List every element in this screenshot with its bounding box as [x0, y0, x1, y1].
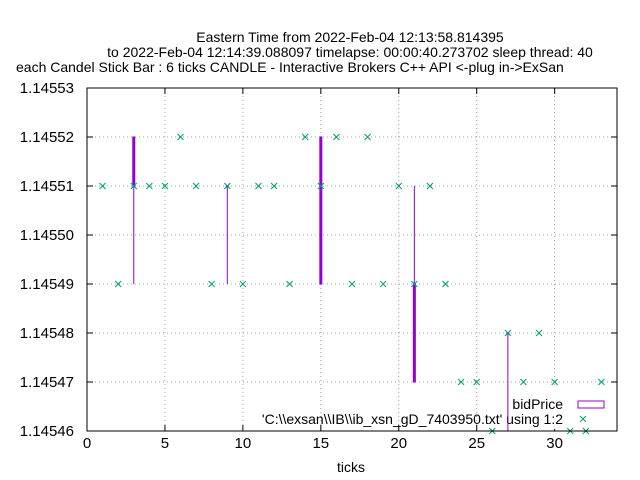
data-point: [255, 182, 262, 190]
data-point: [130, 182, 138, 190]
data-point: [161, 182, 169, 190]
y-tick-label: 1.14548: [20, 325, 74, 342]
data-point: [551, 378, 559, 386]
x-tick-label: 10: [235, 435, 252, 452]
data-point: [317, 182, 325, 190]
data-point: [223, 182, 231, 190]
tick-layer: 1.14546 1.14547 1.14548 1.14549 1.14550 1.145…: [20, 80, 617, 452]
data-point: [457, 378, 465, 386]
data-point: [208, 280, 216, 288]
data-point: [364, 133, 371, 141]
chart-title-line-1: Eastern Time from 2022-Feb-04 12:13:58.8…: [196, 29, 504, 45]
legend-label-bidprice: bidPrice: [512, 396, 563, 412]
legend-swatch-points: [579, 415, 587, 423]
legend-label-points: 'C:\\exsan\\IB\\ib_xsn_gD_7403950.txt' u…: [262, 411, 563, 427]
data-point: [301, 133, 309, 141]
x-tick-label: 5: [161, 435, 169, 452]
y-tick-label: 1.14552: [20, 129, 74, 146]
grid-layer: [87, 88, 617, 431]
data-point: [192, 182, 200, 190]
chart-title-line-2: to 2022-Feb-04 12:14:39.088097 timelapse…: [107, 44, 593, 60]
data-point: [395, 182, 403, 190]
x-axis-label: ticks: [337, 459, 365, 475]
data-point: [270, 182, 278, 190]
legend-swatch-bidprice: [577, 400, 605, 409]
y-tick-label: 1.14547: [20, 374, 74, 391]
plot-frame: [86, 87, 618, 432]
x-tick-label: 20: [390, 435, 407, 452]
data-point: [598, 378, 605, 386]
y-tick-label: 1.14546: [20, 423, 74, 440]
data-point: [239, 280, 247, 288]
data-point: [410, 280, 418, 288]
x-tick-label: 25: [468, 435, 485, 452]
data-point: [426, 182, 434, 190]
data-point: [177, 133, 184, 141]
data-point: [535, 329, 543, 337]
candle-body: [132, 136, 136, 187]
data-point: [442, 280, 449, 288]
data-point: [520, 378, 527, 386]
data-point: [99, 182, 106, 190]
x-tick-label: 30: [546, 435, 563, 452]
x-tick-label: 0: [83, 435, 91, 452]
data-point: [473, 378, 481, 386]
y-tick-label: 1.14550: [20, 227, 74, 244]
candle-body: [412, 283, 416, 383]
y-tick-label: 1.14551: [20, 178, 74, 195]
legend-point-marker: [579, 415, 587, 423]
x-tick-label: 15: [312, 435, 329, 452]
data-point: [114, 280, 122, 288]
candle-body: [319, 136, 323, 285]
data-point: [504, 329, 512, 337]
chart-title-line-3: each Candel Stick Bar : 6 ticks CANDLE -…: [16, 59, 564, 75]
data-point: [379, 280, 387, 288]
data-point: [286, 280, 294, 288]
data-point: [348, 280, 356, 288]
data-point: [333, 133, 340, 141]
data-point: [145, 182, 153, 190]
y-tick-label: 1.14549: [20, 276, 74, 293]
y-tick-label: 1.14553: [20, 80, 74, 97]
